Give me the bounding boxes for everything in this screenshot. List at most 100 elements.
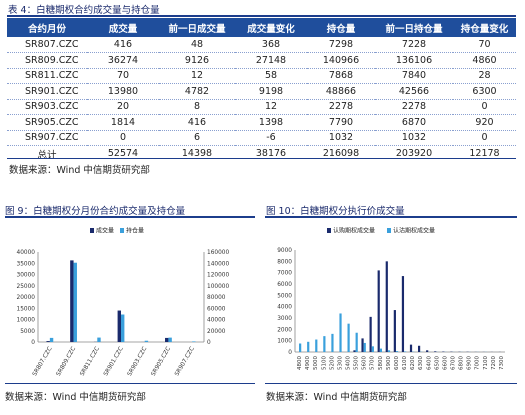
table-total-row: 总计 52574 14398 38176 216098 203920 12178 [7,146,516,162]
fig9-caption: 图 9：白糖期权分月份合约成交量及持仓量 [5,206,186,217]
right-tick-label: 160000 [207,250,229,256]
legend-label: 认购期权成交量 [333,227,375,235]
table-cell: 4782 [159,83,235,100]
header-cell: 持仓量 [307,18,375,37]
table-cell: 4860 [453,52,516,69]
open-interest-bar [144,340,149,342]
table-cell: 27148 [235,52,307,69]
y-tick-label: 6000 [277,282,292,288]
fig9-bottom-rule [5,383,255,384]
table-cell: 0 [87,130,159,146]
legend-swatch [90,228,94,233]
x-tick-label: 5000 [313,356,319,370]
table-cell: 42566 [375,83,453,100]
table4-caption-rule [7,15,516,17]
put-volume-bar [387,350,391,352]
x-tick-label: SR905.CZC [151,346,173,377]
call-volume-bar [393,310,396,352]
table-cell: 7790 [307,114,375,131]
put-volume-bar [339,313,342,352]
put-volume-bar [315,339,318,352]
header-cell: 成交量 [87,18,159,37]
table-cell: 203920 [395,148,433,159]
table-cell: 6300 [453,83,516,100]
table-cell: 52574 [107,148,139,159]
x-tick-label: SR809.CZC [56,346,78,377]
x-tick-label: 7200 [491,356,497,370]
volume-bar [46,341,50,342]
table-cell: 70 [87,68,159,84]
x-tick-label: 6100 [402,356,408,370]
y-tick-label: 5000 [277,293,292,299]
x-tick-label: 7300 [499,356,505,370]
table-cell: 140966 [307,52,375,69]
table-cell: 70 [453,37,516,53]
call-volume-bar [385,261,388,352]
x-tick-label: 7000 [475,356,481,370]
table-row: SR807.CZC 416 48 368 7298 7228 70 [7,37,516,53]
x-tick-label: 6000 [394,356,400,370]
x-tick-label: SR907.CZC [174,346,196,377]
table-cell: 0 [453,130,516,146]
x-tick-label: 5900 [386,356,392,370]
x-tick-label: 6800 [459,356,465,370]
table-cell: 1814 [87,114,159,131]
table-cell: 7228 [375,37,453,53]
call-volume-bar [434,351,437,352]
put-volume-bar [363,342,366,352]
fig9-caption-rule [5,216,255,218]
table-cell: 1032 [307,130,375,146]
table-cell: 12178 [469,148,500,159]
table-cell: 8 [159,99,235,115]
call-volume-bar [401,276,405,352]
table-row: SR903.CZC 20 8 12 2278 2278 0 [7,99,516,115]
put-volume-bar [355,332,358,352]
right-tick-label: 140000 [207,261,229,267]
x-tick-label: 4900 [305,356,311,370]
table-cell: 920 [453,114,516,131]
x-tick-label: 5800 [378,356,384,370]
x-tick-label: 5300 [337,356,343,370]
contract-volume-table: 合约月份 成交量 前一日成交量 成交量变化 持仓量 前一日持仓量 持仓量变化 S… [7,18,516,161]
left-tick-label: 10000 [17,318,36,324]
table-cell: 6870 [375,114,453,131]
put-volume-bar [307,341,310,352]
y-tick-label: 1000 [277,339,292,345]
x-tick-label: 5400 [346,356,352,370]
left-tick-label: 0 [31,340,35,346]
table-cell: 36274 [87,52,159,69]
put-volume-bar [331,333,334,352]
fig10-source: 数据来源：Wind 中信期货研究部 [266,392,407,403]
table-cell: 14398 [181,148,213,159]
x-tick-label: 6900 [467,356,473,370]
open-interest-bar [73,262,77,342]
put-volume-bar [404,351,407,352]
left-tick-label: 20000 [17,295,36,301]
put-volume-bar [379,348,383,352]
table-cell: 12 [235,99,307,115]
open-interest-bar [121,314,125,342]
put-volume-bar [347,323,350,352]
table-cell: 12 [159,68,235,84]
open-interest-bar [49,337,54,342]
volume-bar [70,260,74,342]
x-tick-label: 6500 [434,356,440,370]
x-tick-label: SR901.CZC [103,346,125,377]
table-cell: -6 [235,130,307,146]
open-interest-bar [168,337,172,342]
table-cell: SR901.CZC [7,83,87,100]
x-tick-label: 7100 [483,356,489,370]
table-cell: SR903.CZC [7,99,87,115]
x-tick-label: 5600 [362,356,368,370]
table4-source: 数据来源：Wind 中信期货研究部 [9,165,150,176]
x-tick-label: 6600 [442,356,448,370]
table-row: SR907.CZC 0 6 -6 1032 1032 0 [7,130,516,146]
x-tick-label: 6200 [410,356,416,370]
legend-swatch [120,228,124,233]
y-tick-label: 8000 [277,259,292,265]
left-tick-label: 30000 [17,273,36,279]
put-volume-bar [371,346,374,352]
y-tick-label: 4000 [277,305,292,311]
table-cell: 0 [453,99,516,115]
x-tick-label: 5100 [321,356,327,370]
